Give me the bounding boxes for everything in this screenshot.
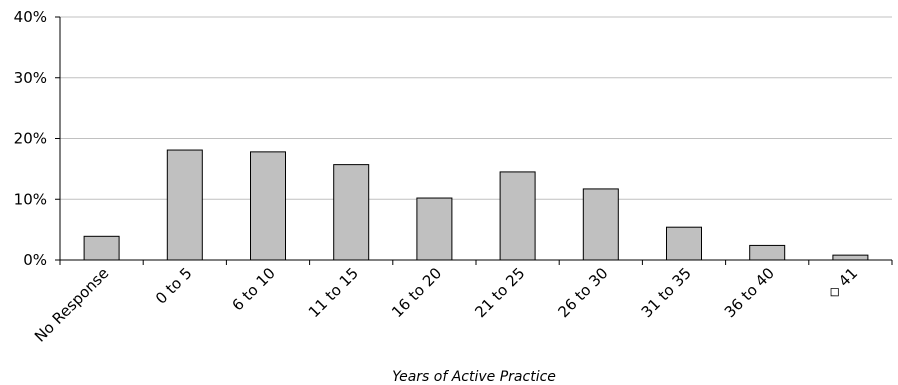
gridlines <box>60 16 892 200</box>
bar <box>499 171 536 261</box>
bar <box>749 244 786 261</box>
x-tick-labels: No Response 0 to 5 6 to 10 11 to 15 16 to 20… <box>31 264 861 345</box>
y-tick-label: 10% <box>14 190 47 208</box>
x-tick-label: 6 to 10 <box>228 264 278 314</box>
bar <box>416 197 453 261</box>
x-tick-label: ◇ 41 <box>823 264 861 302</box>
y-tick-labels: 0% 10% 20% 30% 40% <box>14 8 47 269</box>
bar <box>582 188 619 261</box>
x-tick-label: No Response <box>31 264 112 345</box>
x-tick-label: 16 to 20 <box>388 264 445 321</box>
bar <box>250 151 286 261</box>
bar <box>83 235 120 261</box>
x-tick-label: 11 to 15 <box>305 264 362 321</box>
bar <box>333 164 370 261</box>
y-tick-label: 0% <box>23 251 47 269</box>
x-axis-title: Years of Active Practice <box>392 369 556 385</box>
y-tick-label: 30% <box>14 69 47 87</box>
y-tick-label: 20% <box>14 130 47 148</box>
bar-series <box>83 149 869 261</box>
x-tick-label: 31 to 35 <box>638 264 695 321</box>
x-tick-label: 36 to 40 <box>721 264 778 321</box>
x-tick-label: 21 to 25 <box>471 264 528 321</box>
bar <box>832 254 869 261</box>
x-tick-label: 0 to 5 <box>152 264 196 308</box>
x-tick-label: 26 to 30 <box>555 264 612 321</box>
bar <box>166 149 203 261</box>
axes <box>55 16 893 265</box>
bar <box>666 226 702 261</box>
y-tick-label: 40% <box>14 8 47 26</box>
